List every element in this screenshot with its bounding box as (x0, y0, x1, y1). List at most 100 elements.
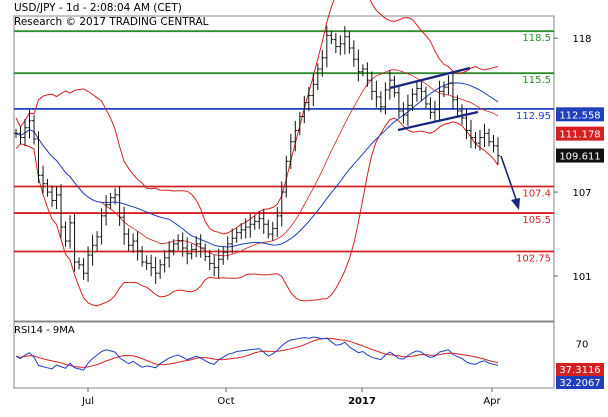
price-bar (365, 62, 370, 87)
price-bar (167, 241, 172, 268)
price-bar (162, 250, 167, 273)
level-labels: 118.5 115.5 112.95 107.4 105.5 102.75 (516, 33, 551, 264)
price-bar (239, 223, 244, 240)
price-tag-112.558: 112.558 (556, 107, 604, 122)
bollinger-upper (15, 0, 499, 235)
price-bar (374, 80, 379, 108)
price-tick-label: 107 (572, 188, 591, 199)
price-bar (293, 120, 298, 152)
price-bar (311, 73, 316, 107)
forecast-arrow (500, 155, 520, 210)
copyright-notice: Research © 2017 TRADING CENTRAL (14, 16, 209, 28)
price-bar (86, 246, 91, 282)
price-bar (306, 86, 311, 112)
price-bar (329, 30, 334, 45)
price-bar (482, 123, 487, 148)
price-bar (369, 71, 374, 101)
price-bar (401, 102, 406, 124)
price-bar (455, 95, 460, 116)
price-bar (446, 75, 451, 95)
price-bar (27, 110, 32, 139)
time-label-Oct: Oct (217, 396, 234, 407)
price-bar (302, 95, 307, 124)
price-bar (234, 228, 239, 243)
rsi-title: RSI14 - 9MA (14, 325, 75, 336)
price-bar (428, 97, 433, 119)
price-tag-bg (556, 126, 604, 141)
price-bar (338, 35, 343, 56)
price-bar (41, 165, 46, 194)
channel-upper-line (389, 66, 471, 90)
channel-lower-line (397, 110, 479, 132)
price-bar (131, 233, 136, 253)
price-bar (257, 211, 262, 230)
price-bar (432, 100, 437, 121)
price-bar (266, 219, 271, 239)
price-bar (90, 234, 95, 266)
ma-path (15, 82, 499, 248)
arrow-head (511, 198, 520, 210)
price-bar (279, 181, 284, 227)
price-bar (180, 232, 185, 257)
price-bar (270, 221, 275, 241)
price-bar (297, 111, 302, 136)
price-pane-frame (13, 15, 555, 322)
price-bar (252, 215, 257, 230)
price-bar (99, 208, 104, 245)
price-bar (243, 218, 248, 239)
price-bar (405, 94, 410, 126)
price-tag-bg (556, 107, 604, 122)
price-bar (473, 131, 478, 149)
price-bar (144, 255, 149, 271)
price-bar (176, 234, 181, 251)
price-bar (158, 259, 163, 279)
time-label-Apr: Apr (483, 396, 501, 407)
price-bar (275, 207, 280, 238)
price-bar (216, 248, 221, 279)
level-label-115.5: 115.5 (522, 75, 551, 86)
price-bar (477, 129, 482, 151)
rsi-ma-line (15, 337, 499, 368)
arrow-shaft (500, 155, 518, 203)
trend-channel (389, 66, 479, 132)
bollinger-lower (15, 117, 499, 307)
price-bar (50, 185, 55, 208)
price-bar (59, 184, 64, 238)
rsi-pane-frame (13, 321, 555, 389)
level-label-105.5: 105.5 (522, 215, 551, 226)
price-tag-111.178: 111.178 (556, 126, 604, 141)
price-bar (414, 80, 419, 102)
rsi-tag-bg (556, 376, 604, 389)
price-bar (333, 32, 338, 54)
price-bar (450, 73, 455, 110)
price-bar (149, 254, 154, 277)
price-bar (122, 206, 127, 245)
rsi-tag-label: 37.3116 (559, 365, 600, 376)
price-bar (185, 237, 190, 265)
price-bar (221, 246, 226, 265)
price-bar (410, 88, 415, 111)
time-label-2017: 2017 (348, 396, 376, 407)
price-bar (459, 104, 464, 125)
price-bar (342, 26, 347, 55)
level-label-112.95: 112.95 (516, 111, 551, 122)
price-bar (351, 40, 356, 67)
price-bar (81, 258, 86, 280)
price-bar (95, 231, 100, 251)
price-bar (108, 193, 113, 210)
price-bar (45, 179, 50, 197)
price-tag-label: 109.611 (559, 152, 600, 163)
price-bar (23, 119, 28, 147)
support-resistance-levels (14, 30, 554, 253)
price-bar (18, 126, 23, 145)
time-axis: Jul Oct 2017 Apr (81, 388, 502, 407)
level-label-107.4: 107.4 (522, 188, 551, 199)
price-bar (140, 246, 145, 267)
price-bar (225, 236, 230, 260)
price-bar (423, 86, 428, 109)
price-bar (135, 231, 140, 261)
price-bar (437, 80, 442, 121)
time-label-Jul: Jul (81, 396, 94, 407)
chart-title: USD/JPY - 1d - 2:08:04 AM (CET) (14, 2, 182, 14)
price-tick-label: 118 (572, 34, 591, 45)
